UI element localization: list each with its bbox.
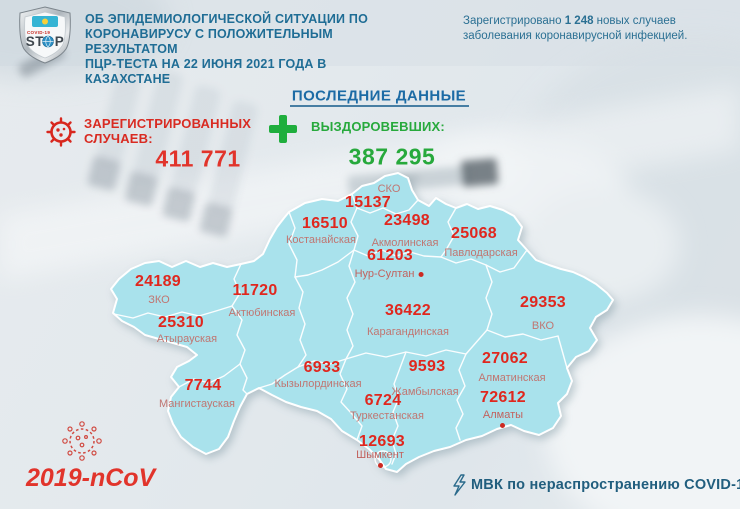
region-name-vko: ВКО: [531, 320, 555, 332]
latest-data-heading: ПОСЛЕДНИЕ ДАННЫЕ: [291, 87, 467, 105]
region-name-kostanay: Костанайская: [285, 234, 357, 246]
title-line-2: КОРОНАВИРУСУ С ПОЛОЖИТЕЛЬНЫМ РЕЗУЛЬТАТОМ: [85, 27, 333, 56]
region-cases-zhambyl: 9593: [408, 358, 446, 375]
latest-data-underline: [290, 105, 469, 107]
region-cases-aktobe: 11720: [232, 282, 278, 299]
region-name-zhambyl: Жамбылская: [391, 386, 459, 398]
new-cases-value: 1 248: [564, 15, 594, 27]
region-cases-pavlodar: 25068: [451, 225, 497, 242]
flag-sun: [42, 18, 48, 25]
city-name-shymkent: Шымкент: [356, 449, 404, 461]
region-cases-sko: 15137: [345, 194, 391, 211]
virus-doodle-icon: [62, 421, 102, 461]
new-cases-line-2: заболевания коронавирусной инфекцией.: [463, 29, 688, 42]
registered-cases-value: 411 771: [155, 145, 241, 172]
region-cases-mangystau: 7744: [184, 377, 222, 394]
registered-label-line-2: СЛУЧАЕВ:: [84, 131, 153, 146]
region-name-almaty-region: Алматинская: [478, 372, 546, 384]
region-cases-karaganda: 36422: [385, 302, 431, 319]
city-name-almaty: Алматы: [482, 409, 524, 421]
virus-icon: [46, 117, 76, 147]
city-cases-nur-sultan: 61203: [367, 247, 413, 264]
registered-label-line-1: ЗАРЕГИСТРИРОВАННЫХ: [84, 116, 252, 131]
page-title: ОБ ЭПИДЕМИОЛОГИЧЕСКОЙ СИТУАЦИИ ПО КОРОНА…: [85, 12, 415, 87]
title-line-3: ПЦР-ТЕСТА НА 22 ИЮНЯ 2021 ГОДА В КАЗАХСТ…: [85, 57, 327, 86]
region-borders: [113, 193, 568, 468]
region-name-kyzylorda: Кызылординская: [274, 378, 362, 390]
region-name-karaganda: Карагандинская: [367, 326, 449, 338]
logo-covid-text: COVID-19: [27, 30, 50, 35]
region-cases-almaty-region: 27062: [482, 350, 528, 367]
city-dot-icon: [378, 463, 383, 468]
city-dot-icon: [418, 271, 424, 277]
recovered-label: ВЫЗДОРОВЕВШИХ:: [311, 119, 445, 134]
region-cases-vko: 29353: [520, 294, 566, 311]
city-name-label: Нур-Султан: [354, 268, 415, 280]
new-cases-prefix: Зарегистрировано: [463, 15, 565, 27]
new-cases-line-1: Зарегистрировано 1 248 новых случаев: [463, 14, 731, 29]
city-name-nur-sultan: Нур-Султан: [355, 268, 424, 280]
globe-icon: [42, 35, 54, 48]
new-cases-note: Зарегистрировано 1 248 новых случаев заб…: [463, 14, 731, 43]
test-tubes: [87, 54, 258, 237]
region-name-pavlodar: Павлодарская: [444, 247, 518, 259]
region-cases-akmola: 23498: [384, 212, 430, 229]
virus-name-label: 2019-nCoV: [26, 464, 156, 492]
region-cases-zko: 24189: [135, 273, 181, 290]
region-name-atyrau: Атырауская: [156, 333, 218, 345]
region-name-akmola: Акмолинская: [371, 237, 439, 249]
committee-label: МВК по нераспространению COVID-19: [471, 477, 740, 493]
region-name-mangystau: Мангистауская: [158, 398, 236, 410]
new-cases-suffix: новых случаев: [593, 15, 676, 27]
region-name-zko: ЗКО: [148, 294, 170, 306]
registered-cases-label: ЗАРЕГИСТРИРОВАННЫХ СЛУЧАЕВ:: [84, 116, 251, 146]
photo-blob: [545, 315, 740, 509]
country-outline: [110, 172, 614, 473]
region-name-turkestan: Туркестанская: [350, 410, 424, 422]
region-cases-kyzylorda: 6933: [303, 359, 341, 376]
region-cases-turkestan: 6724: [364, 392, 402, 409]
title-line-1: ОБ ЭПИДЕМИОЛОГИЧЕСКОЙ СИТУАЦИИ ПО: [85, 12, 369, 26]
city-cases-almaty: 72612: [480, 389, 526, 406]
city-cases-shymkent: 12693: [359, 433, 405, 450]
recovered-value: 387 295: [348, 143, 436, 170]
region-name-aktobe: Актюбинская: [228, 307, 296, 319]
region-name-sko: СКО: [377, 183, 401, 195]
lightning-icon: [453, 474, 466, 496]
stop-covid-shield-logo: COVID-19 STOP: [19, 6, 71, 64]
region-cases-kostanay: 16510: [302, 215, 348, 232]
city-dot-icon: [500, 423, 505, 428]
plus-icon: [269, 115, 297, 143]
region-cases-atyrau: 25310: [158, 314, 204, 331]
